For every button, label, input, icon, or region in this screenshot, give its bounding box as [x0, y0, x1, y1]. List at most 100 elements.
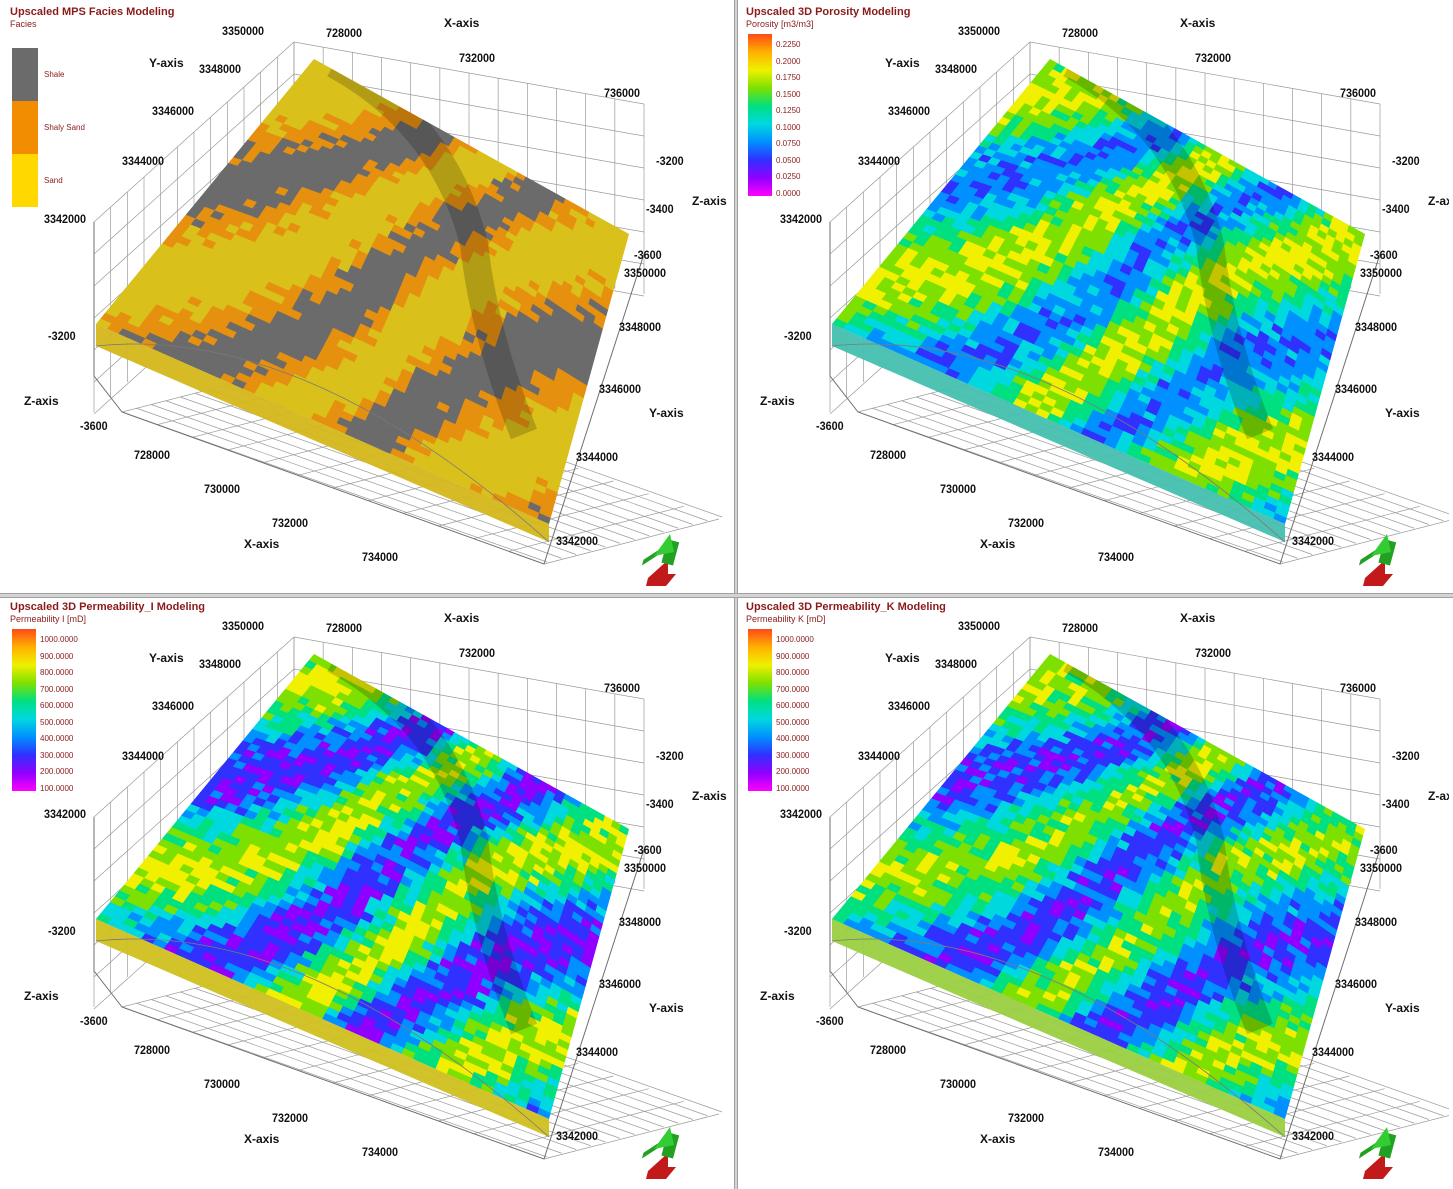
panel-subtitle: Permeability I [mD]	[10, 614, 87, 624]
z-axis-tick-label: -3400	[1382, 202, 1410, 216]
viewport-panel-1[interactable]: Upscaled MPS Facies Modeling Facies Shale S…	[4, 4, 732, 592]
legend-tick-label: 1000.0000	[776, 635, 814, 644]
viewport-canvas[interactable]	[4, 4, 732, 592]
x-axis-tick-label: 736000	[604, 86, 641, 100]
legend-tick-label: 0.1250	[776, 106, 801, 115]
north-arrow-icon[interactable]	[640, 530, 680, 592]
legend-tick-label: 0.1500	[776, 89, 801, 99]
viewport-panel-2[interactable]: Upscaled 3D Porosity Modeling Porosity [m…	[740, 4, 1449, 592]
z-axis-tick-label: -3200	[1392, 749, 1420, 763]
y-axis-tick-label: 3348000	[199, 62, 242, 76]
model-side-face	[831, 324, 1286, 543]
legend-tick-label: 300.0000	[776, 750, 810, 760]
reservoir-model-surface	[832, 654, 1365, 1119]
y-axis-tick-label: 3344000	[858, 154, 901, 168]
legend-label: Sand	[44, 176, 63, 185]
z-axis-tick-label: -3400	[1382, 797, 1410, 811]
legend-tick-label: 900.0000	[40, 651, 74, 661]
y-axis-tick-label: 3350000	[1360, 861, 1403, 875]
y-axis-tick-label: 3348000	[619, 915, 662, 929]
legend-color-ramp	[12, 629, 36, 791]
y-axis-tick-label: 3344000	[576, 450, 619, 464]
viewport-canvas[interactable]	[740, 599, 1449, 1185]
legend-tick-label: 400.0000	[776, 734, 810, 743]
viewport-canvas[interactable]	[4, 599, 732, 1185]
y-axis-tick-label: 3348000	[199, 657, 242, 671]
z-axis-tick-label: -3200	[656, 749, 684, 763]
x-axis-tick-label: 732000	[272, 1111, 309, 1125]
north-arrow-icon[interactable]	[1357, 1123, 1397, 1185]
legend-tick-label: 700.0000	[776, 684, 810, 694]
x-axis-tick-label: 734000	[1098, 1145, 1135, 1159]
legend-tick-label: 200.0000	[776, 767, 810, 776]
y-axis-tick-label: 3348000	[1355, 320, 1398, 334]
x-axis-tick-label: 734000	[362, 550, 399, 564]
legend-color-ramp	[748, 34, 772, 196]
x-axis-title: X-axis	[444, 16, 480, 30]
y-axis-tick-label: 3342000	[44, 212, 87, 226]
x-axis-tick-label: 732000	[272, 516, 309, 530]
relief-shading	[1063, 59, 1273, 440]
viewport-panel-4[interactable]: Upscaled 3D Permeability_K Modeling Perme…	[740, 599, 1449, 1185]
y-axis-tick-label: 3350000	[222, 619, 265, 633]
y-axis-tick-label: 3348000	[619, 320, 662, 334]
legend-tick-label: 0.1000	[776, 122, 801, 132]
y-axis-title: Y-axis	[149, 651, 184, 665]
legend-tick-label: 500.0000	[776, 717, 810, 727]
model-side-face	[831, 919, 1286, 1138]
z-axis-tick-label: -3200	[1392, 154, 1420, 168]
legend-tick-label: 0.2000	[776, 56, 801, 66]
legend-tick-label: 800.0000	[40, 668, 74, 677]
panel-subtitle: Permeability K [mD]	[746, 614, 826, 624]
viewport-canvas[interactable]	[740, 4, 1449, 592]
x-axis-tick-label: 736000	[1340, 86, 1377, 100]
y-axis-tick-label: 3344000	[1312, 450, 1355, 464]
legend-color-ramp	[748, 629, 772, 791]
y-axis-tick-label: 3348000	[935, 62, 978, 76]
north-arrow-icon[interactable]	[1357, 530, 1397, 592]
reservoir-model-surface	[96, 654, 629, 1119]
legend-tick-label: 0.0500	[776, 155, 801, 165]
z-axis-tick-label: -3200	[784, 924, 812, 938]
z-axis-title: Z-axis	[692, 789, 727, 803]
panel-divider-horizontal[interactable]	[0, 593, 1453, 598]
z-axis-title: Z-axis	[24, 394, 59, 408]
north-arrow-icon[interactable]	[640, 1123, 680, 1185]
y-axis-title: Y-axis	[1385, 406, 1420, 420]
x-axis-title: X-axis	[1180, 611, 1216, 625]
y-axis-tick-label: 3342000	[44, 807, 87, 821]
x-axis-title: X-axis	[980, 1132, 1016, 1146]
panel-title: Upscaled 3D Permeability_K Modeling	[746, 601, 946, 613]
x-axis-tick-label: 728000	[134, 1043, 171, 1057]
z-axis-tick-label: -3200	[784, 329, 812, 343]
panel-subtitle: Porosity [m3/m3]	[746, 19, 814, 29]
y-axis-tick-label: 3346000	[888, 104, 931, 118]
z-axis-title: Z-axis	[760, 394, 795, 408]
z-axis-tick-label: -3600	[1370, 248, 1398, 262]
x-axis-tick-label: 728000	[870, 448, 907, 462]
y-axis-tick-label: 3344000	[1312, 1045, 1355, 1059]
y-axis-tick-label: 3344000	[576, 1045, 619, 1059]
z-axis-tick-label: -3600	[816, 419, 844, 433]
panel-subtitle: Facies	[10, 19, 37, 29]
y-axis-tick-label: 3346000	[152, 104, 195, 118]
relief-shading	[327, 654, 537, 1035]
y-axis-tick-label: 3346000	[599, 977, 642, 991]
y-axis-tick-label: 3342000	[780, 212, 823, 226]
y-axis-title: Y-axis	[1385, 1001, 1420, 1015]
y-axis-tick-label: 3346000	[1335, 977, 1378, 991]
z-axis-title: Z-axis	[24, 989, 59, 1003]
z-axis-tick-label: -3400	[646, 797, 674, 811]
panel-title: Upscaled 3D Permeability_I Modeling	[10, 601, 206, 613]
y-axis-tick-label: 3350000	[624, 266, 667, 280]
legend-tick-label: 600.0000	[776, 701, 810, 710]
viewport-panel-3[interactable]: Upscaled 3D Permeability_I Modeling Perme…	[4, 599, 732, 1185]
x-axis-tick-label: 728000	[870, 1043, 907, 1057]
legend-tick-label: 300.0000	[40, 750, 74, 760]
y-axis-title: Y-axis	[649, 1001, 684, 1015]
x-axis-title: X-axis	[980, 537, 1016, 551]
legend-tick-label: 0.0250	[776, 172, 801, 181]
x-axis-title: X-axis	[244, 537, 280, 551]
z-axis-tick-label: -3400	[646, 202, 674, 216]
legend-tick-label: 0.1750	[776, 73, 801, 82]
